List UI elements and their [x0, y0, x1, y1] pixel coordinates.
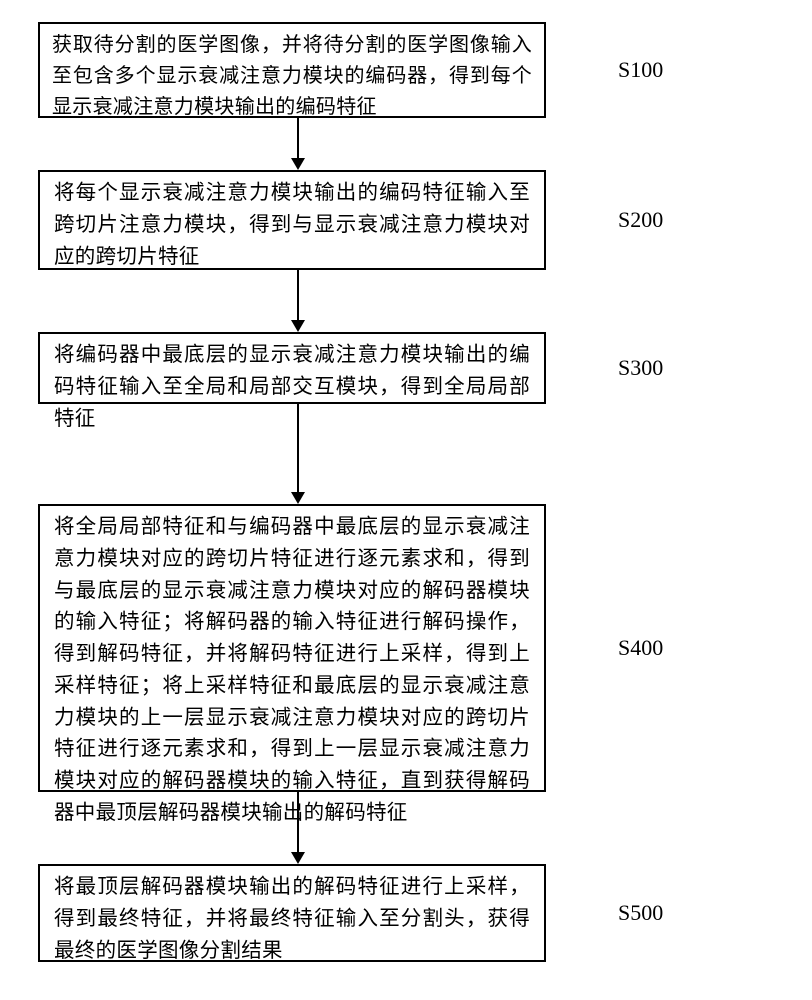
flow-step-S200: 将每个显示衰减注意力模块输出的编码特征输入至跨切片注意力模块，得到与显示衰减注意…	[38, 170, 663, 270]
arrow-down	[291, 404, 305, 504]
flow-step-S100: 获取待分割的医学图像，并将待分割的医学图像输入至包含多个显示衰减注意力模块的编码…	[38, 22, 663, 118]
arrow-down	[291, 118, 305, 170]
step-box: 将最顶层解码器模块输出的解码特征进行上采样，得到最终特征，并将最终特征输入至分割…	[38, 864, 546, 962]
step-box: 将每个显示衰减注意力模块输出的编码特征输入至跨切片注意力模块，得到与显示衰减注意…	[38, 170, 546, 270]
step-box: 获取待分割的医学图像，并将待分割的医学图像输入至包含多个显示衰减注意力模块的编码…	[38, 22, 546, 118]
step-label: S400	[618, 635, 663, 661]
flow-step-S500: 将最顶层解码器模块输出的解码特征进行上采样，得到最终特征，并将最终特征输入至分割…	[38, 864, 663, 962]
step-label: S500	[618, 900, 663, 926]
step-label: S100	[618, 57, 663, 83]
arrow-down	[291, 792, 305, 864]
arrow-down	[291, 270, 305, 332]
step-label: S300	[618, 355, 663, 381]
step-box: 将编码器中最底层的显示衰减注意力模块输出的编码特征输入至全局和局部交互模块，得到…	[38, 332, 546, 404]
step-box: 将全局局部特征和与编码器中最底层的显示衰减注意力模块对应的跨切片特征进行逐元素求…	[38, 504, 546, 792]
step-label: S200	[618, 207, 663, 233]
flow-step-S300: 将编码器中最底层的显示衰减注意力模块输出的编码特征输入至全局和局部交互模块，得到…	[38, 332, 663, 404]
flow-step-S400: 将全局局部特征和与编码器中最底层的显示衰减注意力模块对应的跨切片特征进行逐元素求…	[38, 504, 663, 792]
